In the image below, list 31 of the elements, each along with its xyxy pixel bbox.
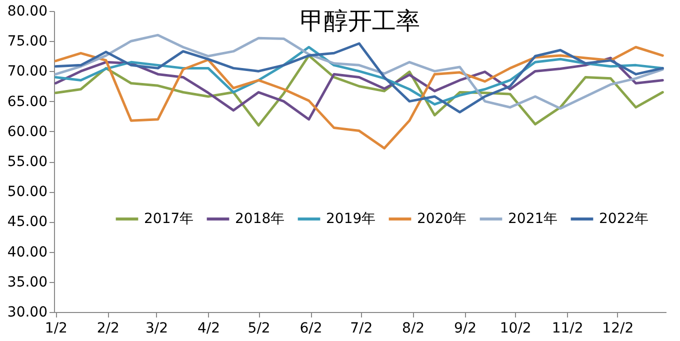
line-series bbox=[54, 46, 664, 150]
y-tick-label: 35.00 bbox=[7, 274, 48, 290]
x-tick-label: 3/2 bbox=[146, 320, 168, 336]
x-tick-label: 9/2 bbox=[454, 320, 477, 336]
x-tick-label: 4/2 bbox=[197, 320, 220, 336]
x-tick-label: 1/2 bbox=[44, 320, 68, 336]
y-tick-label: 55.00 bbox=[7, 154, 48, 170]
x-tick-label: 7/2 bbox=[350, 320, 373, 336]
legend-label: 2022年 bbox=[599, 211, 649, 227]
x-tick-label: 11/2 bbox=[552, 320, 584, 336]
x-tick-label: 12/2 bbox=[602, 320, 634, 336]
y-tick-label: 65.00 bbox=[7, 94, 48, 110]
legend-label: 2019年 bbox=[326, 211, 376, 227]
legend-label: 2018年 bbox=[235, 211, 285, 227]
y-tick-label: 30.00 bbox=[7, 304, 48, 320]
y-tick-label: 40.00 bbox=[7, 244, 48, 260]
legend-label: 2020年 bbox=[417, 211, 467, 227]
x-tick-label: 8/2 bbox=[402, 320, 425, 336]
legend-label: 2021年 bbox=[508, 211, 558, 227]
y-tick-label: 80.00 bbox=[7, 4, 48, 20]
x-tick-label: 6/2 bbox=[300, 320, 322, 336]
y-tick-label: 70.00 bbox=[7, 64, 48, 80]
legend-label: 2017年 bbox=[144, 211, 194, 227]
x-tick-label: 2/2 bbox=[96, 320, 120, 336]
chart-title: 甲醇开工率 bbox=[300, 7, 420, 35]
x-tick-label: 10/2 bbox=[500, 320, 532, 336]
y-tick-label: 50.00 bbox=[7, 184, 48, 200]
y-tick-label: 75.00 bbox=[7, 34, 48, 50]
x-tick-label: 5/2 bbox=[248, 320, 270, 336]
y-tick-label: 60.00 bbox=[7, 124, 48, 140]
y-tick-label: 45.00 bbox=[7, 214, 48, 230]
